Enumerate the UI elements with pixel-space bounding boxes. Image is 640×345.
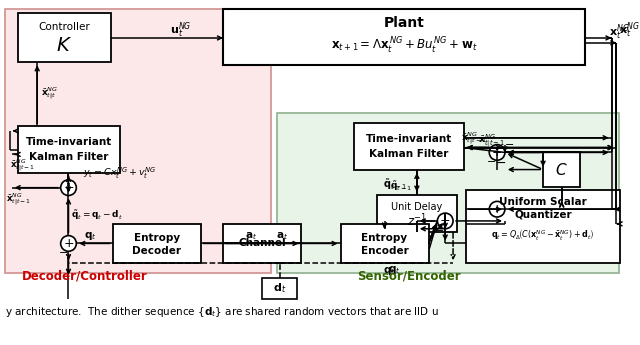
- Text: Time-invariant: Time-invariant: [366, 134, 452, 144]
- Text: Unit Delay: Unit Delay: [391, 202, 442, 212]
- Text: $\bar{\mathbf{x}}_{t|t-1}^{NG}$: $\bar{\mathbf{x}}_{t|t-1}^{NG}$: [6, 191, 31, 208]
- Text: Kalman Filter: Kalman Filter: [369, 149, 449, 159]
- Bar: [18, 126, 120, 173]
- Text: $\mathbf{q}_t = Q_\Delta\!\left(C(\mathbf{x}_t^{NG} - \bar{\mathbf{x}}_t^{NG}) +: $\mathbf{q}_t = Q_\Delta\!\left(C(\mathb…: [492, 227, 595, 242]
- Text: $\tilde{\mathbf{q}}_{t-1}$: $\tilde{\mathbf{q}}_{t-1}$: [383, 177, 407, 192]
- Circle shape: [61, 236, 76, 251]
- Text: Channel: Channel: [239, 238, 286, 248]
- Text: Uniform Scalar: Uniform Scalar: [499, 197, 587, 207]
- Text: $\bar{\mathbf{x}}_{t|t-1}^{NG}$: $\bar{\mathbf{x}}_{t|t-1}^{NG}$: [10, 158, 35, 174]
- Text: Controller: Controller: [38, 22, 90, 32]
- Text: +: +: [63, 181, 74, 194]
- Bar: [543, 152, 580, 187]
- Text: $\mathbf{x}_t^{NG}$: $\mathbf{x}_t^{NG}$: [609, 22, 629, 42]
- Text: Decoder/Controller: Decoder/Controller: [22, 269, 147, 282]
- Text: $\bar{\mathbf{x}}_{t|t-1}^{NG}$: $\bar{\mathbf{x}}_{t|t-1}^{NG}$: [477, 132, 505, 150]
- Text: Entropy: Entropy: [362, 233, 408, 243]
- Text: $\mathbf{q}_t$: $\mathbf{q}_t$: [84, 230, 97, 241]
- Text: $-$: $-$: [504, 138, 514, 148]
- Text: $\bar{\mathbf{x}}_{t|t-1}^{NG}$: $\bar{\mathbf{x}}_{t|t-1}^{NG}$: [461, 130, 486, 147]
- Text: +: +: [440, 215, 451, 227]
- Circle shape: [61, 180, 76, 196]
- Text: $\tilde{\mathbf{q}}_t = \mathbf{q}_t - \mathbf{d}_t$: $\tilde{\mathbf{q}}_t = \mathbf{q}_t - \…: [72, 209, 124, 223]
- Text: Encoder: Encoder: [361, 246, 408, 256]
- Bar: [223, 224, 301, 263]
- Text: $-$: $-$: [58, 246, 68, 256]
- Bar: [113, 224, 200, 263]
- Text: +: +: [63, 237, 74, 250]
- Bar: [18, 13, 111, 62]
- Text: Kalman Filter: Kalman Filter: [29, 152, 109, 162]
- Circle shape: [489, 201, 505, 217]
- Text: Decoder: Decoder: [132, 246, 181, 256]
- Bar: [5, 9, 271, 273]
- Text: $\mathbf{d}_t$: $\mathbf{d}_t$: [273, 282, 287, 295]
- Bar: [377, 195, 457, 232]
- Bar: [340, 224, 429, 263]
- Text: Plant: Plant: [384, 16, 424, 30]
- Bar: [466, 190, 620, 263]
- Text: $\mathbf{x}_{t+1} = \Lambda\mathbf{x}_t^{\,NG} + Bu_t^{\,NG} + \mathbf{w}_t$: $\mathbf{x}_{t+1} = \Lambda\mathbf{x}_t^…: [331, 36, 477, 56]
- Circle shape: [489, 145, 505, 160]
- Text: y architecture.  The dither sequence $\{\mathbf{d}_t\}$ are shared random vector: y architecture. The dither sequence $\{\…: [5, 305, 438, 319]
- Text: $-$: $-$: [435, 224, 444, 234]
- Text: $z^{-1}$: $z^{-1}$: [407, 213, 427, 229]
- Bar: [354, 123, 464, 170]
- Text: $C$: $C$: [556, 161, 568, 178]
- Text: $\mathbf{u}_t^{NG}$: $\mathbf{u}_t^{NG}$: [170, 20, 192, 40]
- Text: $\mathbf{x}_t^{NG}$: $\mathbf{x}_t^{NG}$: [620, 20, 640, 40]
- Text: Quantizer: Quantizer: [515, 209, 572, 219]
- Text: +: +: [492, 203, 502, 216]
- Text: $-$: $-$: [495, 156, 507, 169]
- Text: Time-invariant: Time-invariant: [26, 137, 112, 147]
- Text: Entropy: Entropy: [134, 233, 180, 243]
- Bar: [262, 278, 298, 299]
- Bar: [277, 113, 620, 273]
- Text: +: +: [492, 146, 502, 159]
- Text: $y_t = Cx_t^{NG} + v_t^{NG}$: $y_t = Cx_t^{NG} + v_t^{NG}$: [83, 165, 156, 180]
- Text: $\tilde{\mathbf{q}}_{t-1}$: $\tilde{\mathbf{q}}_{t-1}$: [390, 179, 412, 193]
- Text: $-$: $-$: [486, 155, 496, 165]
- Text: $\mathbf{q}_t$: $\mathbf{q}_t$: [383, 265, 396, 277]
- Text: $\mathbf{a}_t$: $\mathbf{a}_t$: [245, 230, 257, 241]
- Text: $K$: $K$: [56, 36, 72, 55]
- Circle shape: [437, 213, 453, 229]
- Text: Sensor/Encoder: Sensor/Encoder: [357, 269, 461, 282]
- Text: $\mathbf{a}_t$: $\mathbf{a}_t$: [276, 230, 288, 241]
- Text: $\bar{\mathbf{x}}_{t|t}^{NG}$: $\bar{\mathbf{x}}_{t|t}^{NG}$: [41, 86, 58, 102]
- Bar: [223, 9, 585, 65]
- Text: $\mathbf{q}_t$: $\mathbf{q}_t$: [388, 264, 401, 276]
